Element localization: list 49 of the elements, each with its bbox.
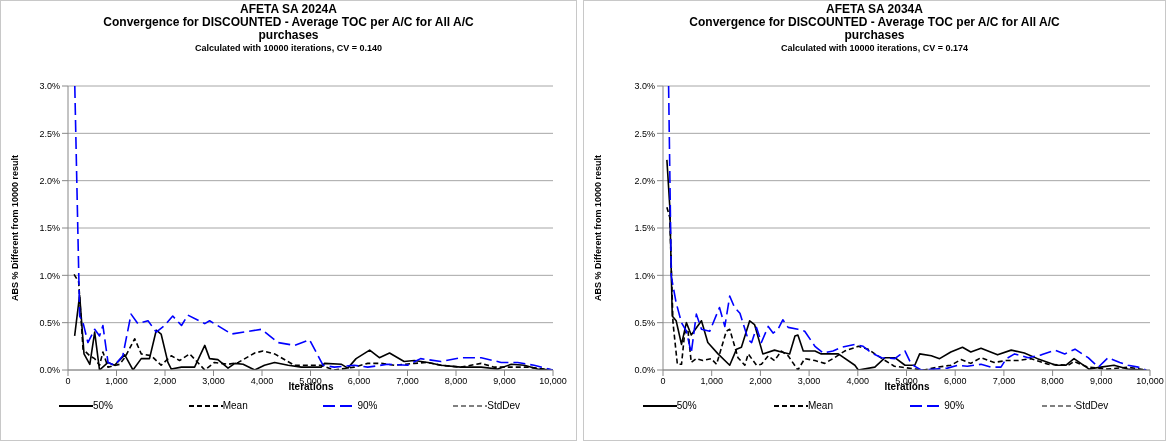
x-tick-label: 6,000 xyxy=(347,376,371,387)
y-tick-label: 2.5% xyxy=(634,128,655,139)
y-axis-title: ABS % Different from 10000 result xyxy=(593,154,604,302)
x-tick-label: 4,000 xyxy=(250,376,274,387)
x-tick-label: 1,000 xyxy=(105,376,128,387)
x-tick-label: 4,000 xyxy=(846,376,870,387)
chart-subtitle: Calculated with 10000 iterations, CV = 0.140 xyxy=(194,42,383,54)
y-tick-label: 1.5% xyxy=(634,223,655,234)
y-tick-label: 1.0% xyxy=(39,270,60,281)
x-tick-label: 6,000 xyxy=(943,376,967,387)
x-tick-label: 10,000 xyxy=(539,376,567,387)
y-tick-label: 2.0% xyxy=(634,175,655,186)
y-tick-label: 0.0% xyxy=(39,365,60,376)
y-tick-label: 3.0% xyxy=(39,81,60,92)
y-tick-label: 0.5% xyxy=(634,317,655,328)
x-tick-label: 9,000 xyxy=(1090,376,1113,387)
y-tick-label: 1.0% xyxy=(634,270,655,281)
y-tick-label: 2.0% xyxy=(39,175,60,186)
y-tick-label: 0.0% xyxy=(634,365,655,376)
y-axis-title: ABS % Different from 10000 result xyxy=(10,154,21,302)
legend-label: 50% xyxy=(92,400,113,411)
legend-label: 90% xyxy=(357,400,378,411)
legend-label: 50% xyxy=(676,400,697,411)
x-tick-label: 10,000 xyxy=(1136,376,1164,387)
y-tick-label: 0.5% xyxy=(39,317,60,328)
x-tick-label: 7,000 xyxy=(992,376,1016,387)
x-tick-label: 3,000 xyxy=(202,376,225,387)
legend-label: StdDev xyxy=(1075,400,1109,411)
x-tick-label: 0 xyxy=(65,376,71,387)
x-tick-label: 2,000 xyxy=(749,376,772,387)
x-tick-label: 8,000 xyxy=(1041,376,1064,387)
chart-title: AFETA SA 2024A Convergence for DISCOUNTED - Average TOC per A/C for All A/C purchases xyxy=(102,2,475,42)
line-series xyxy=(73,86,553,370)
x-tick-label: 9,000 xyxy=(493,376,516,387)
x-tick-label: 7,000 xyxy=(396,376,419,387)
chart-subtitle: Calculated with 10000 iterations, CV = 0.174 xyxy=(780,42,969,54)
x-tick-label: 2,000 xyxy=(153,376,177,387)
y-tick-label: 3.0% xyxy=(634,81,655,92)
x-tick-label: 1,000 xyxy=(700,376,723,387)
legend-label: StdDev xyxy=(487,400,521,411)
x-tick-label: 8,000 xyxy=(444,376,468,387)
x-tick-label: 3,000 xyxy=(797,376,821,387)
legend-label: 90% xyxy=(944,400,965,411)
chart-title: AFETA SA 2034A Convergence for DISCOUNTED - Average TOC per A/C for All A/C purchases xyxy=(688,2,1061,42)
x-tick-label: 0 xyxy=(660,376,666,387)
y-tick-label: 1.5% xyxy=(39,223,60,234)
legend-label: Mean xyxy=(807,400,833,411)
y-tick-label: 2.5% xyxy=(39,128,60,139)
legend-label: Mean xyxy=(222,400,248,411)
